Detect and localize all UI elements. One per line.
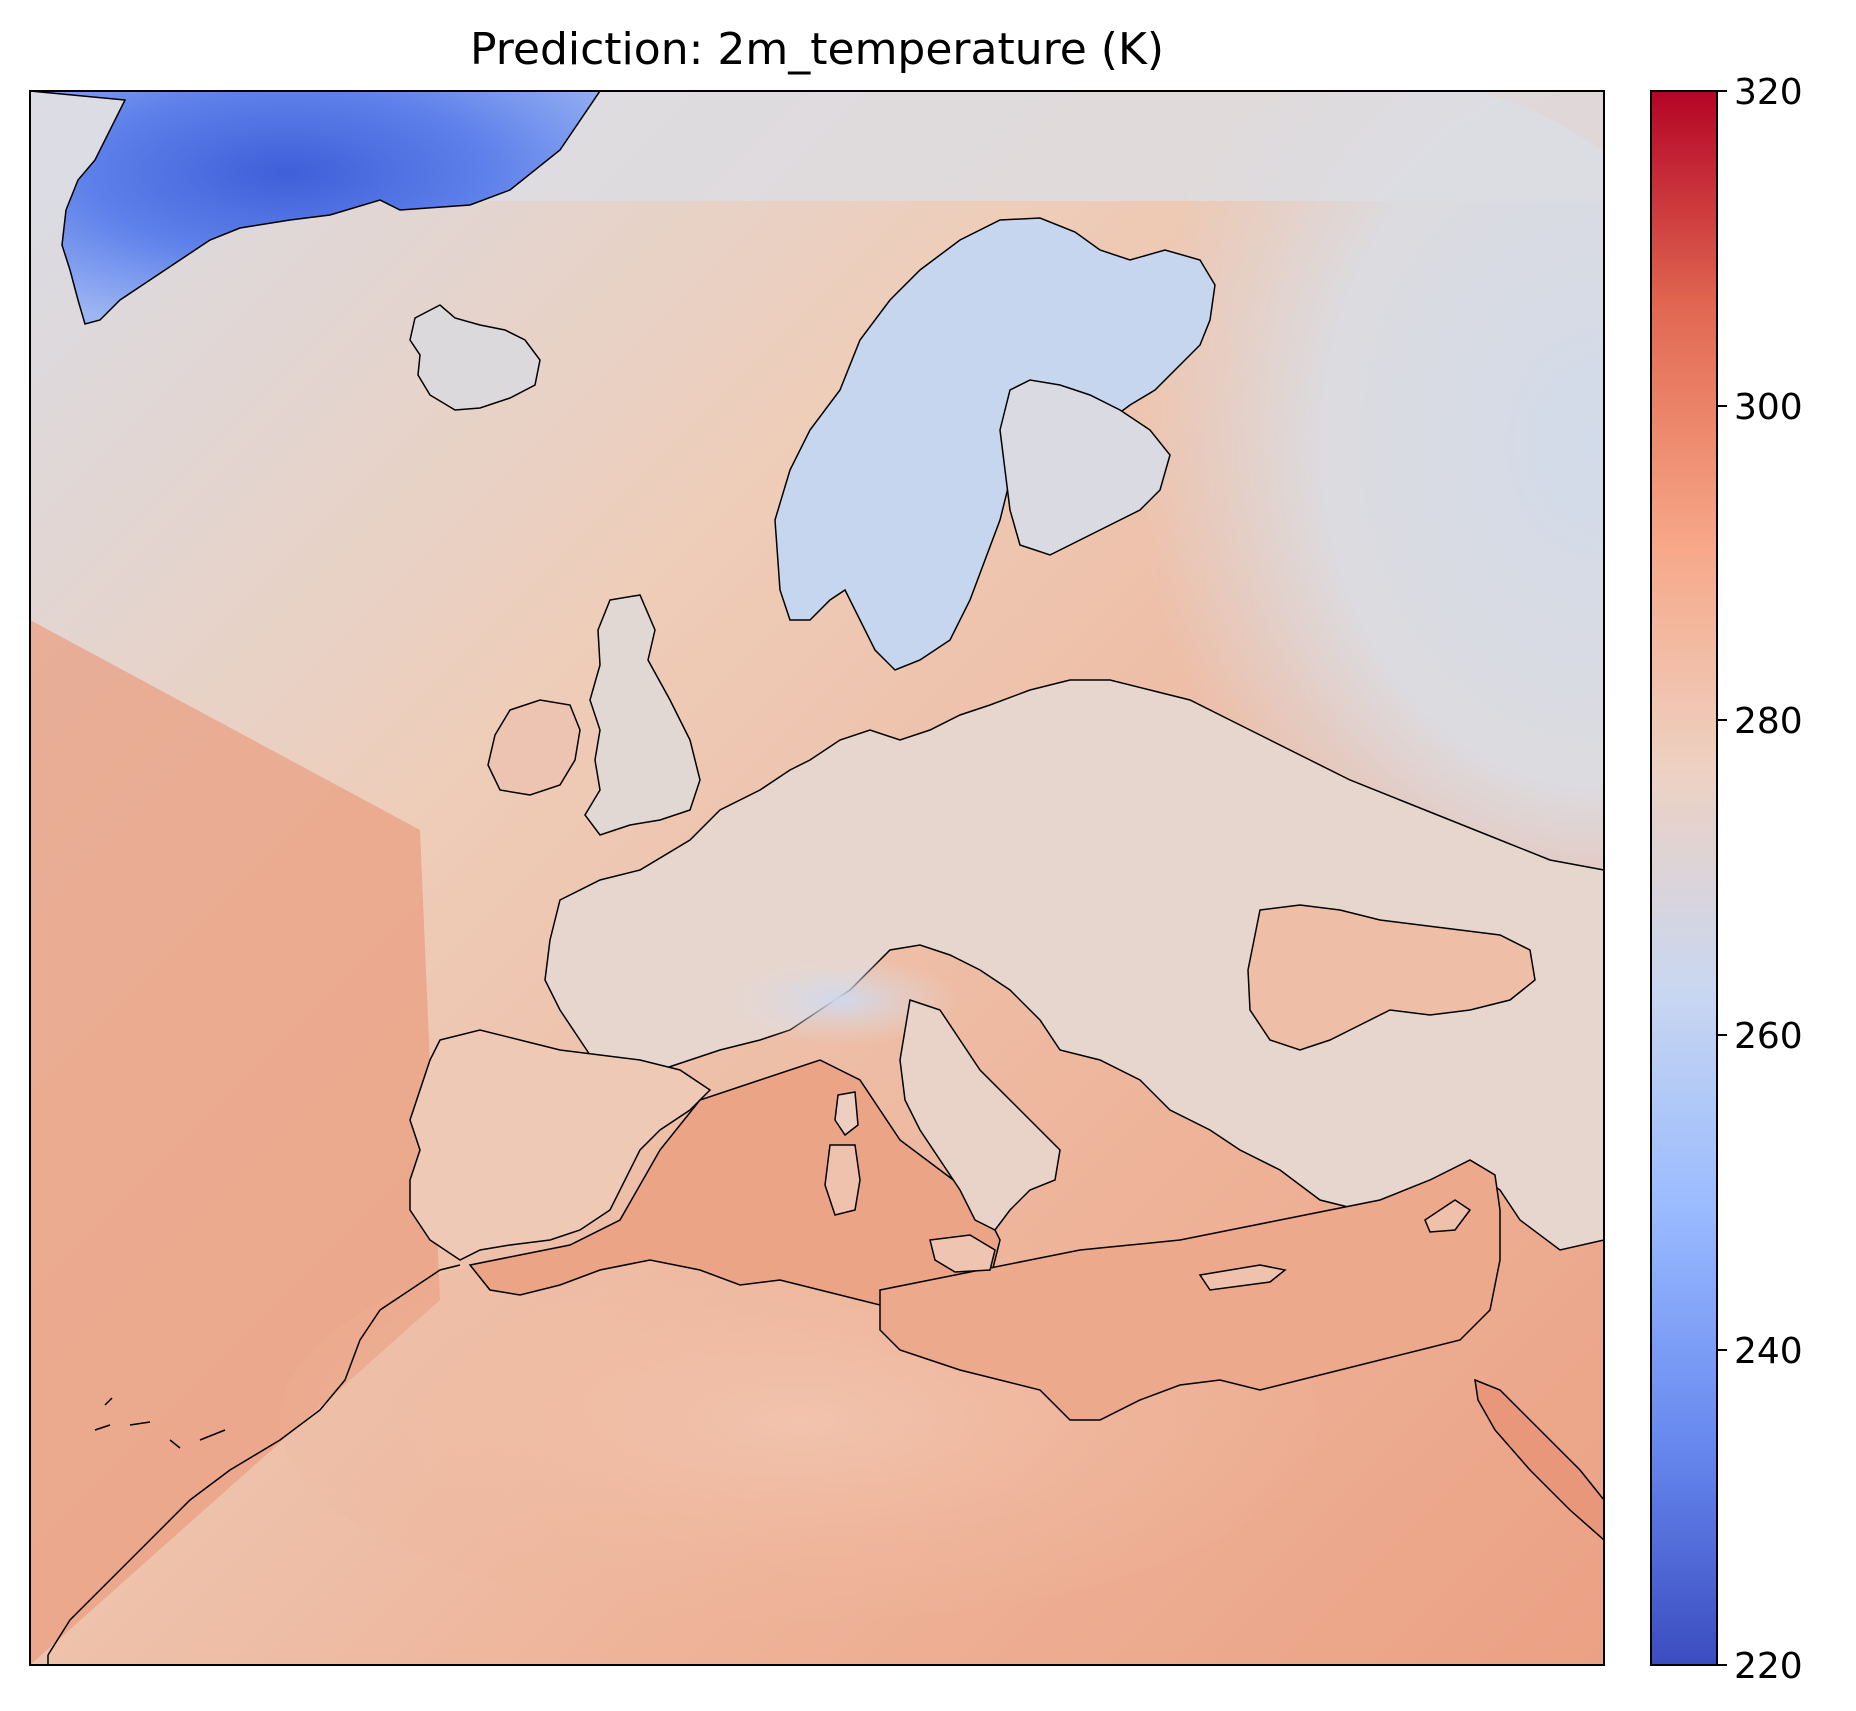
colorbar: 320 300 280 260 240 220: [1650, 72, 1803, 1687]
scandinavia: [774, 217, 1216, 671]
warm-atlantic-region: [30, 620, 440, 1665]
colorbar-label-240: 240: [1734, 1331, 1803, 1372]
map-frame: [29, 90, 1605, 1666]
sicily: [929, 1234, 996, 1273]
ireland: [487, 699, 581, 796]
colorbar-label-280: 280: [1734, 701, 1803, 742]
north-africa-coast: [47, 1264, 461, 1656]
colorbar-label-300: 300: [1734, 387, 1803, 428]
black-sea: [1247, 904, 1536, 1051]
colorbar-label-220: 220: [1734, 1646, 1803, 1687]
colorbar-label-320: 320: [1734, 72, 1803, 113]
mediterranean-sea-west: [468, 1059, 1001, 1311]
iberian-peninsula: [409, 1029, 712, 1261]
finland: [999, 379, 1171, 556]
red-sea: [1474, 1378, 1604, 1542]
canary-islands: [94, 1397, 226, 1449]
colorbar-frame: [1650, 90, 1718, 1666]
map-title: Prediction: 2m_temperature (K): [470, 24, 1164, 75]
greenland: [30, 91, 601, 325]
colorbar-fill: [1651, 91, 1717, 1665]
iceland: [409, 304, 541, 411]
mediterranean-sea-east: [879, 1159, 1501, 1421]
sardinia: [824, 1144, 861, 1216]
crete: [1198, 1264, 1287, 1291]
cyprus: [1424, 1199, 1472, 1233]
colorbar-label-260: 260: [1734, 1016, 1803, 1057]
alps-region: [720, 955, 960, 1045]
corsica: [834, 1091, 859, 1137]
italy: [899, 999, 1061, 1231]
map-panel: [30, 91, 1604, 1665]
great-britain: [584, 594, 701, 836]
